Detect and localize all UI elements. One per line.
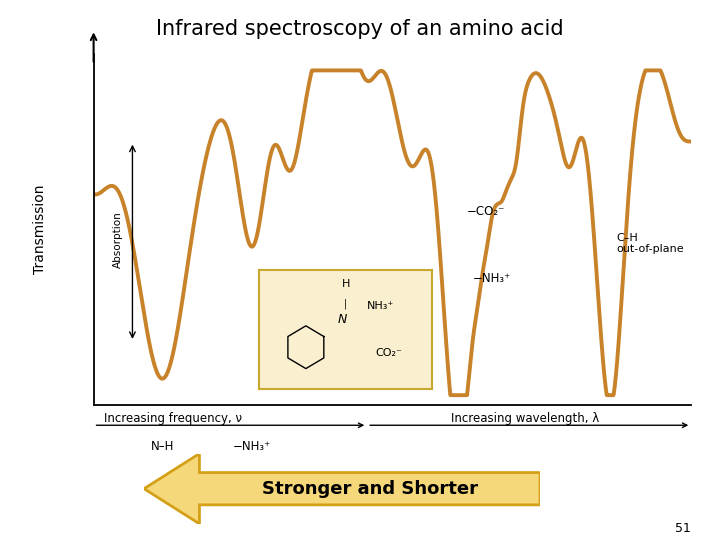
Text: N–H: N–H	[150, 440, 174, 453]
Text: CO₂⁻: CO₂⁻	[375, 348, 402, 358]
Text: 51: 51	[675, 522, 691, 535]
Text: N: N	[338, 313, 347, 326]
Text: Infrared spectroscopy of an amino acid: Infrared spectroscopy of an amino acid	[156, 19, 564, 39]
Text: Stronger and Shorter: Stronger and Shorter	[262, 480, 478, 498]
Text: −CO₂⁻: −CO₂⁻	[467, 205, 505, 219]
Text: Increasing frequency, ν: Increasing frequency, ν	[104, 412, 242, 426]
Text: −NH₃⁺: −NH₃⁺	[473, 272, 511, 285]
Text: C–H
out-of-plane: C–H out-of-plane	[616, 233, 684, 254]
Text: Absorption: Absorption	[112, 212, 122, 268]
Text: −NH₃⁺: −NH₃⁺	[233, 440, 271, 453]
Text: Increasing wavelength, λ: Increasing wavelength, λ	[451, 412, 600, 426]
Text: NH₃⁺: NH₃⁺	[366, 301, 394, 310]
Polygon shape	[144, 454, 540, 524]
Text: |: |	[344, 298, 347, 308]
Text: Transmission: Transmission	[33, 185, 47, 274]
Text: H: H	[341, 279, 350, 289]
